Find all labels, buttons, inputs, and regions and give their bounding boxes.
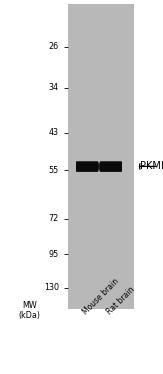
- FancyBboxPatch shape: [76, 162, 98, 166]
- Text: 55: 55: [48, 166, 59, 175]
- FancyBboxPatch shape: [76, 161, 98, 165]
- FancyBboxPatch shape: [100, 164, 122, 168]
- FancyBboxPatch shape: [76, 164, 98, 168]
- FancyBboxPatch shape: [76, 166, 98, 170]
- Text: MW
(kDa): MW (kDa): [18, 301, 40, 321]
- FancyBboxPatch shape: [100, 166, 122, 170]
- FancyBboxPatch shape: [100, 168, 122, 172]
- FancyBboxPatch shape: [100, 166, 122, 170]
- FancyBboxPatch shape: [76, 165, 98, 169]
- FancyBboxPatch shape: [76, 162, 98, 166]
- FancyBboxPatch shape: [100, 162, 122, 166]
- Text: PKM: PKM: [161, 162, 163, 171]
- Text: Mouse brain: Mouse brain: [81, 276, 120, 316]
- Text: PKM: PKM: [140, 162, 161, 171]
- FancyBboxPatch shape: [76, 166, 98, 170]
- FancyBboxPatch shape: [100, 163, 122, 168]
- Text: 130: 130: [44, 283, 59, 292]
- FancyBboxPatch shape: [100, 167, 122, 171]
- FancyBboxPatch shape: [76, 162, 98, 166]
- FancyBboxPatch shape: [76, 168, 98, 172]
- FancyBboxPatch shape: [76, 168, 98, 172]
- FancyBboxPatch shape: [100, 166, 122, 171]
- FancyBboxPatch shape: [100, 162, 122, 166]
- FancyBboxPatch shape: [100, 162, 122, 166]
- FancyBboxPatch shape: [100, 165, 122, 169]
- FancyBboxPatch shape: [100, 163, 122, 167]
- FancyBboxPatch shape: [76, 165, 98, 169]
- FancyBboxPatch shape: [76, 164, 98, 168]
- FancyBboxPatch shape: [76, 167, 98, 171]
- FancyBboxPatch shape: [100, 165, 122, 169]
- FancyBboxPatch shape: [100, 164, 122, 168]
- FancyBboxPatch shape: [76, 165, 98, 168]
- FancyBboxPatch shape: [76, 165, 98, 169]
- FancyBboxPatch shape: [76, 166, 98, 171]
- FancyBboxPatch shape: [76, 163, 98, 167]
- Text: Rat brain: Rat brain: [105, 285, 137, 316]
- FancyBboxPatch shape: [76, 167, 98, 171]
- FancyBboxPatch shape: [100, 168, 122, 172]
- FancyBboxPatch shape: [100, 161, 122, 165]
- FancyBboxPatch shape: [76, 163, 98, 167]
- Text: 95: 95: [48, 250, 59, 259]
- FancyBboxPatch shape: [100, 163, 122, 167]
- Bar: [68, 4, 134, 309]
- FancyBboxPatch shape: [100, 165, 122, 169]
- Text: 26: 26: [49, 42, 59, 51]
- Text: 72: 72: [48, 214, 59, 223]
- FancyBboxPatch shape: [100, 167, 122, 171]
- Text: 43: 43: [49, 128, 59, 137]
- Text: 34: 34: [49, 83, 59, 92]
- FancyBboxPatch shape: [76, 163, 98, 168]
- FancyBboxPatch shape: [100, 165, 122, 168]
